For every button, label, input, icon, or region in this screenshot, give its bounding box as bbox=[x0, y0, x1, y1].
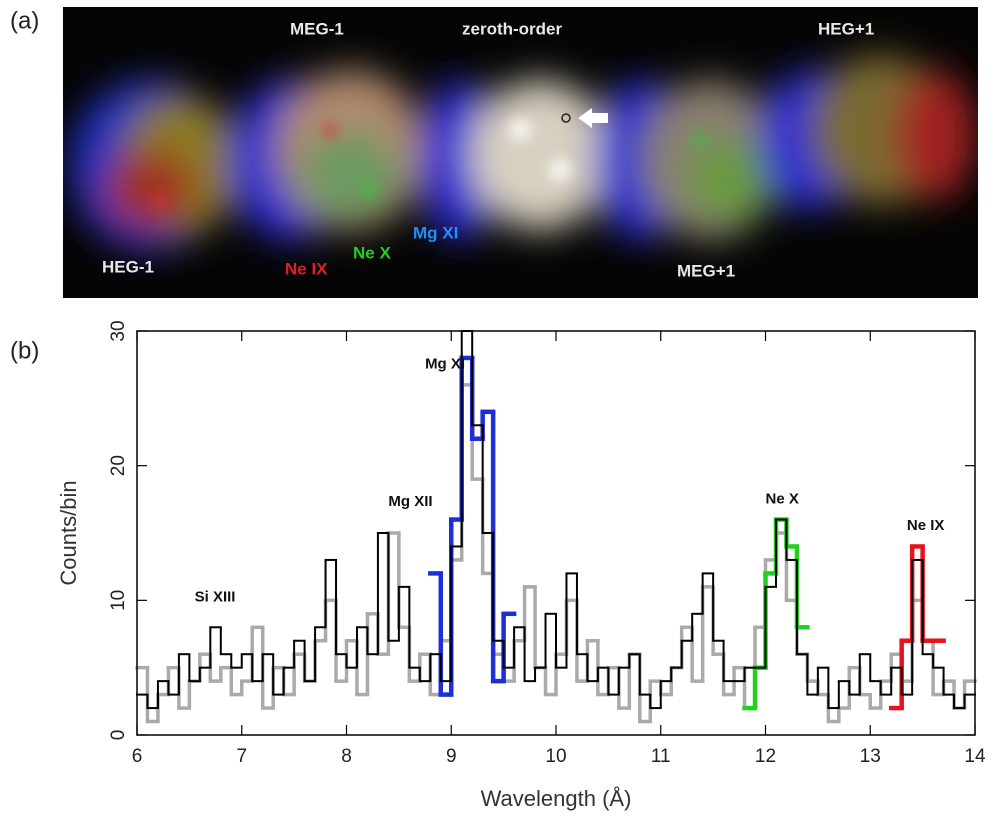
image-label: MEG-1 bbox=[290, 19, 344, 38]
figure: (a) MEG-1 zeroth-order HEG+1 HEG bbox=[0, 0, 992, 816]
x-tick-label: 7 bbox=[236, 746, 247, 767]
body: (a) MEG-1 zeroth-order HEG+1 HEG bbox=[0, 0, 992, 821]
image-label: Ne X bbox=[353, 243, 391, 262]
y-axis-label: Counts/bin bbox=[56, 480, 81, 585]
panel-label: (a) bbox=[10, 7, 39, 34]
image-label: zeroth-order bbox=[462, 19, 563, 38]
annotation: Ne X bbox=[766, 490, 799, 507]
annotation: Mg XII bbox=[388, 493, 432, 510]
x-tick-label: 9 bbox=[446, 746, 457, 767]
image-label: Mg XI bbox=[413, 223, 458, 242]
y-tick-label: 10 bbox=[108, 590, 129, 611]
annotation: Si XIII bbox=[195, 589, 236, 606]
detector-image bbox=[63, 7, 978, 298]
x-tick-label: 12 bbox=[755, 746, 776, 767]
x-tick-label: 8 bbox=[341, 746, 352, 767]
x-tick-label: 11 bbox=[651, 746, 671, 767]
image-label: MEG+1 bbox=[677, 261, 735, 280]
annotation: Ne IX bbox=[907, 517, 945, 534]
y-tick-label: 0 bbox=[108, 730, 129, 741]
panel-label: (b) bbox=[10, 337, 39, 364]
x-tick-label: 6 bbox=[132, 746, 143, 767]
series bbox=[891, 546, 943, 708]
x-tick-label: 10 bbox=[545, 746, 566, 767]
page: X-ray grating image and spectrum {"panel… bbox=[0, 0, 992, 821]
annotation: Mg XI bbox=[425, 356, 465, 373]
image-label: HEG-1 bbox=[102, 257, 154, 276]
y-tick-label: 20 bbox=[108, 455, 129, 476]
image-label: Ne IX bbox=[285, 259, 328, 278]
y-tick-label: 30 bbox=[108, 320, 129, 341]
x-tick-label: 13 bbox=[860, 746, 881, 767]
image-label: HEG+1 bbox=[818, 19, 874, 38]
x-axis-label: Wavelength (Å) bbox=[481, 786, 632, 811]
x-tick-label: 14 bbox=[964, 746, 986, 767]
spectrum-plot: 6 7 8 9 10 11 12 13 14 0 10 20 30 Wavelength (Å) Count… bbox=[56, 320, 986, 810]
